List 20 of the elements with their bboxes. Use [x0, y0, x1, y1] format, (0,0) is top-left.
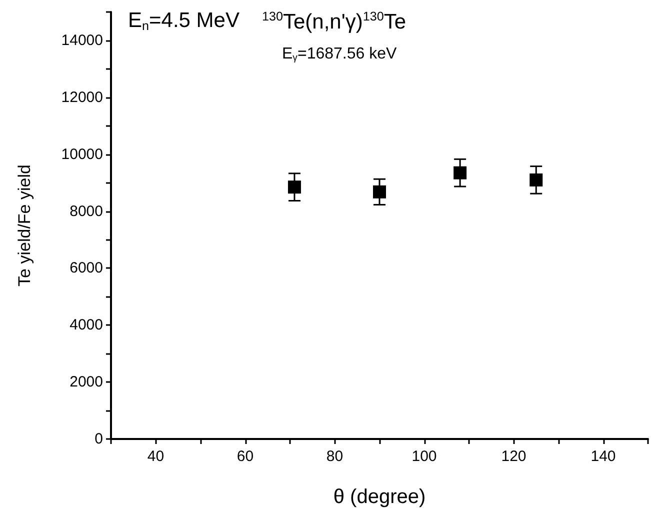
y-tick-label: 12000 — [61, 88, 103, 106]
x-tick-label: 60 — [236, 448, 254, 465]
y-axis-title: Te yield/Fe yield — [15, 164, 34, 286]
y-tick-label: 2000 — [70, 374, 103, 391]
y-tick-label: 0 — [94, 430, 103, 448]
x-tick-label: 120 — [501, 448, 526, 465]
x-tick-label: 140 — [590, 448, 616, 465]
y-tick-label: 10000 — [61, 146, 103, 163]
x-tick-label: 40 — [147, 448, 164, 465]
point — [530, 173, 543, 186]
point — [288, 180, 301, 194]
y-tick-label: 8000 — [70, 202, 103, 220]
x-axis-title: θ (degree) — [333, 486, 426, 508]
y-tick-label: 14000 — [61, 32, 103, 49]
x-tick-label: 80 — [326, 448, 344, 465]
point — [454, 166, 467, 180]
point — [373, 185, 386, 198]
y-tick-label: 4000 — [70, 316, 103, 334]
y-tick-label: 6000 — [70, 260, 103, 277]
x-tick-label: 100 — [412, 448, 437, 465]
